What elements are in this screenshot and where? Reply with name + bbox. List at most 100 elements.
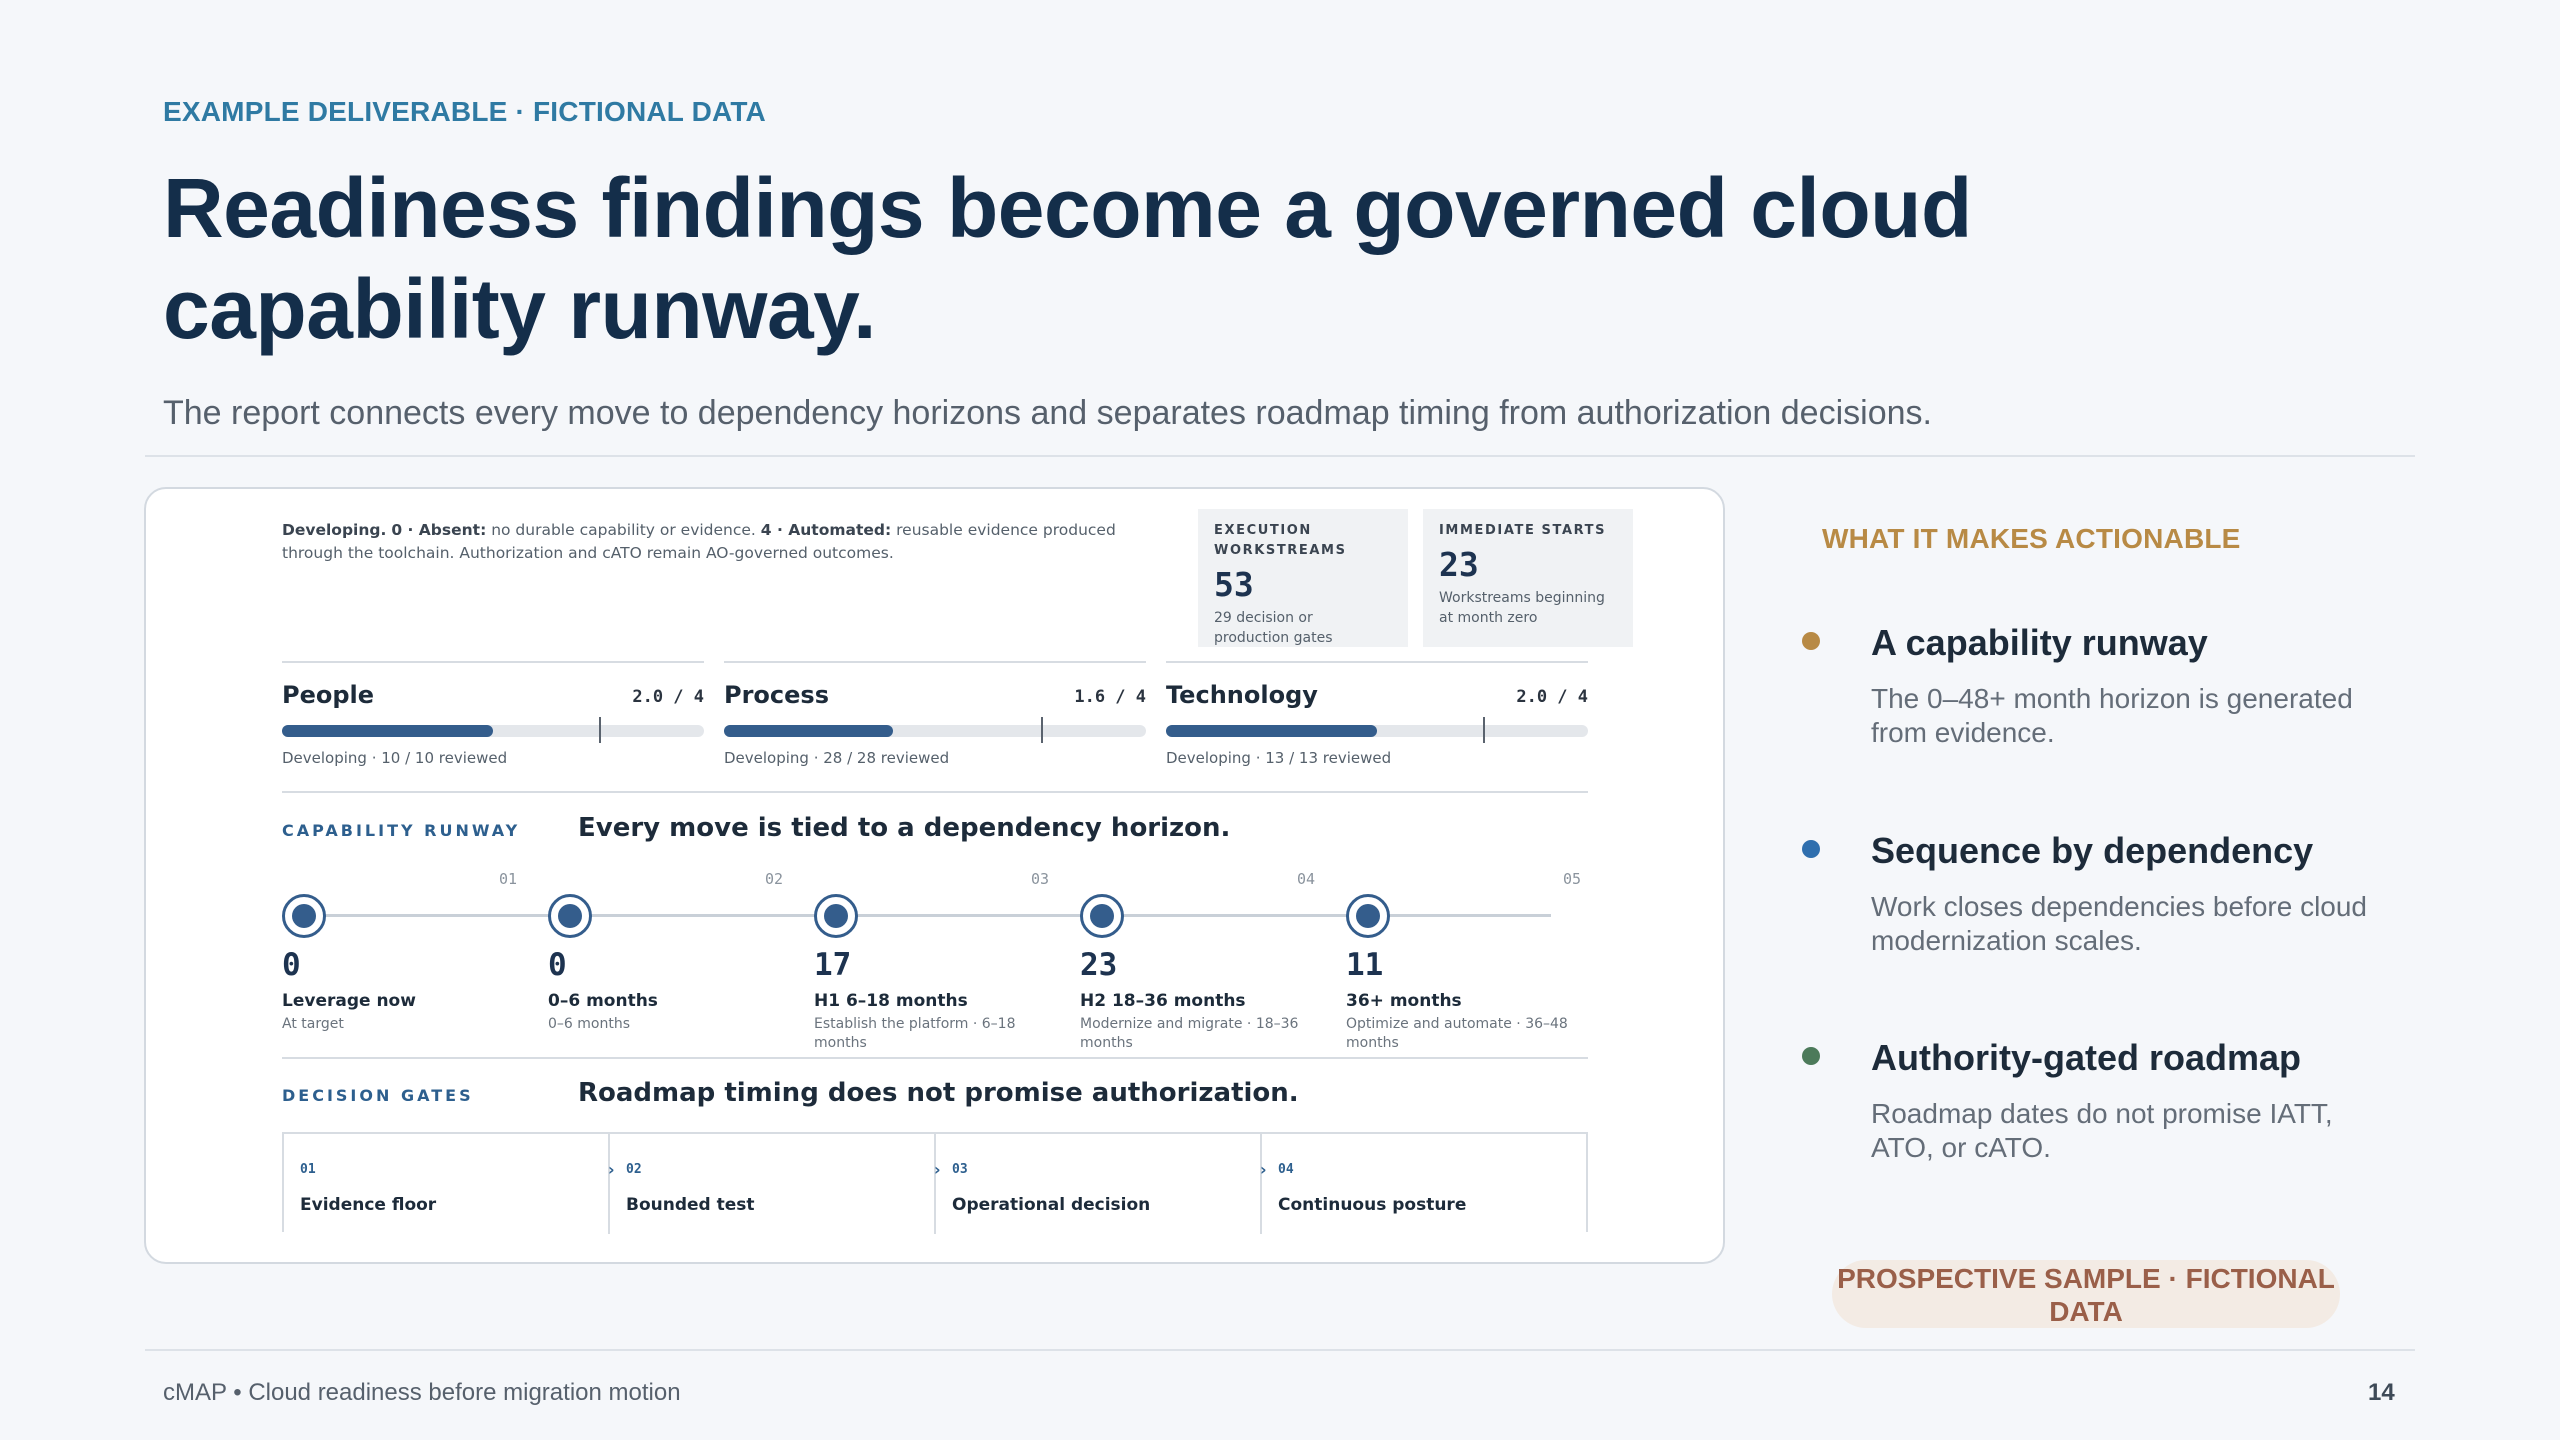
stat-value: 23 (1439, 545, 1479, 584)
stage-description: Establish the platform · 6–18 months (814, 1016, 1016, 1051)
bullet-dot-icon (1802, 632, 1820, 650)
stage-count: 23 (1080, 947, 1118, 983)
runway-node[interactable] (1346, 894, 1390, 938)
stat-sub: 29 decision or production gates (1214, 610, 1333, 646)
domain-score-bar (724, 717, 1146, 743)
divider (282, 791, 1588, 793)
domain-process: Process 1.6 / 4 Developing · 28 / 28 rev… (724, 661, 1146, 767)
page-title: Readiness findings become a governed clo… (163, 161, 1972, 356)
stage-count: 11 (1346, 947, 1384, 983)
domain-score-bar (1166, 717, 1588, 743)
bullet-dot-icon (1802, 1047, 1820, 1065)
gates-section-title: Roadmap timing does not promise authoriz… (578, 1078, 1299, 1108)
stage-count: 0 (548, 947, 567, 983)
domain-score-fill (282, 725, 493, 737)
point-description: The 0–48+ month horizon is generated fro… (1871, 683, 2353, 748)
stat-label: IMMEDIATE STARTS (1439, 523, 1607, 538)
runway-stage: 17 H1 6–18 months Establish the platform… (814, 947, 1044, 1053)
stage-description: At target (282, 1016, 344, 1032)
gate-title: Operational decision (952, 1195, 1151, 1215)
gate-card[interactable]: 01 Evidence floor (284, 1134, 610, 1234)
domain-meta: Developing · 28 / 28 reviewed (724, 749, 950, 767)
decision-gates-row: 01 Evidence floor › 02 Bounded test › 03… (282, 1132, 1588, 1234)
stat-immediate-starts: IMMEDIATE STARTS 23 Workstreams beginnin… (1423, 509, 1633, 647)
runway-node[interactable] (814, 894, 858, 938)
point-description: Roadmap dates do not promise IATT, ATO, … (1871, 1098, 2333, 1163)
domain-name: People (282, 681, 375, 709)
gate-card[interactable]: › 03 Operational decision (934, 1134, 1262, 1234)
stage-description: Modernize and migrate · 18–36 months (1080, 1016, 1299, 1051)
runway-step-index: 02 (765, 870, 784, 888)
domain-score: 2.0 / 4 (632, 687, 704, 707)
bullet-dot-icon (1802, 840, 1820, 858)
runway-stage: 0 Leverage now At target (282, 947, 512, 1034)
stat-label: EXECUTION WORKSTREAMS (1214, 523, 1347, 558)
stat-sub: Workstreams beginning at month zero (1439, 590, 1605, 626)
runway-stage: 11 36+ months Optimize and automate · 36… (1346, 947, 1576, 1053)
runway-node[interactable] (548, 894, 592, 938)
footer-label: cMAP • Cloud readiness before migration … (163, 1379, 681, 1406)
domain-score-fill (1166, 725, 1377, 737)
stat-execution-workstreams: EXECUTION WORKSTREAMS 53 29 decision or … (1198, 509, 1408, 647)
stage-heading: 36+ months (1346, 991, 1462, 1011)
point-description: Work closes dependencies before cloud mo… (1871, 891, 2368, 956)
domain-target-marker (598, 717, 601, 743)
domain-score: 1.6 / 4 (1074, 687, 1146, 707)
gate-title: Continuous posture (1278, 1195, 1467, 1215)
sample-badge: PROSPECTIVE SAMPLE · FICTIONAL DATA (1832, 1260, 2340, 1328)
gate-title: Evidence floor (300, 1195, 437, 1215)
maturity-legend: Developing. 0 · Absent: no durable capab… (282, 521, 1116, 562)
gates-section-label: DECISION GATES (282, 1086, 474, 1105)
chevron-right-icon: › (1260, 1160, 1267, 1179)
domain-target-marker (1040, 717, 1043, 743)
stage-heading: Leverage now (282, 991, 416, 1011)
runway-step-index: 03 (1031, 870, 1050, 888)
chevron-right-icon: › (608, 1160, 615, 1179)
domain-meta: Developing · 10 / 10 reviewed (282, 749, 508, 767)
page-number: 14 (2368, 1379, 2395, 1406)
point-heading: Sequence by dependency (1871, 830, 2314, 871)
domain-name: Technology (1166, 681, 1318, 709)
stage-heading: H1 6–18 months (814, 991, 968, 1011)
stage-count: 0 (282, 947, 301, 983)
domain-meta: Developing · 13 / 13 reviewed (1166, 749, 1392, 767)
stage-description: 0–6 months (548, 1016, 630, 1032)
domain-score-bar (282, 717, 704, 743)
runway-section-label: CAPABILITY RUNWAY (282, 821, 521, 840)
stage-heading: H2 18–36 months (1080, 991, 1246, 1011)
domain-technology: Technology 2.0 / 4 Developing · 13 / 13 … (1166, 661, 1588, 767)
runway-line (303, 914, 1551, 917)
divider (282, 1057, 1588, 1059)
stage-heading: 0–6 months (548, 991, 658, 1011)
runway-step-index: 05 (1563, 870, 1582, 888)
header-divider (145, 455, 2415, 457)
stage-description: Optimize and automate · 36–48 months (1346, 1016, 1568, 1051)
gate-title: Bounded test (626, 1195, 755, 1215)
aside-label: WHAT IT MAKES ACTIONABLE (1822, 523, 2241, 554)
page-subtitle: The report connects every move to depend… (163, 394, 1932, 432)
runway-step-index: 01 (499, 870, 518, 888)
domain-score-fill (724, 725, 893, 737)
gate-card[interactable]: › 04 Continuous posture (1260, 1134, 1588, 1234)
report-preview-card: Developing. 0 · Absent: no durable capab… (144, 487, 1725, 1264)
gate-index: 03 (952, 1162, 968, 1177)
runway-node[interactable] (282, 894, 326, 938)
domain-name: Process (724, 681, 829, 709)
point-heading: Authority-gated roadmap (1871, 1037, 2302, 1078)
point-heading: A capability runway (1871, 622, 2208, 663)
runway-step-index: 04 (1297, 870, 1316, 888)
runway-stage: 23 H2 18–36 months Modernize and migrate… (1080, 947, 1310, 1053)
report-preview-content: Developing. 0 · Absent: no durable capab… (282, 509, 1723, 1262)
eyebrow-label: EXAMPLE DELIVERABLE · FICTIONAL DATA (163, 96, 766, 127)
gate-index: 02 (626, 1162, 642, 1177)
runway-stage: 0 0–6 months 0–6 months (548, 947, 778, 1034)
chevron-right-icon: › (934, 1160, 941, 1179)
domain-people: People 2.0 / 4 Developing · 10 / 10 revi… (282, 661, 704, 767)
gate-index: 04 (1278, 1162, 1294, 1177)
gate-card[interactable]: › 02 Bounded test (608, 1134, 936, 1234)
stat-value: 53 (1214, 565, 1254, 604)
runway-section-title: Every move is tied to a dependency horiz… (578, 813, 1231, 843)
footer-divider (145, 1349, 2415, 1351)
runway-node[interactable] (1080, 894, 1124, 938)
gate-index: 01 (300, 1162, 316, 1177)
